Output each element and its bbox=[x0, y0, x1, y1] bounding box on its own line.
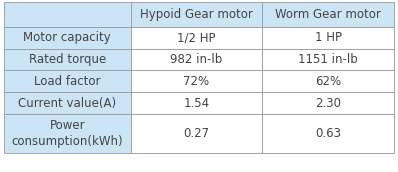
Bar bbox=[262, 71, 394, 92]
Bar bbox=[131, 2, 262, 27]
Bar bbox=[262, 27, 394, 49]
Bar bbox=[4, 27, 131, 49]
Text: 72%: 72% bbox=[183, 75, 209, 88]
Bar bbox=[131, 49, 262, 71]
Text: 1 HP: 1 HP bbox=[314, 31, 341, 44]
Bar bbox=[4, 2, 131, 27]
Text: 1151 in-lb: 1151 in-lb bbox=[298, 53, 358, 66]
Bar bbox=[262, 92, 394, 114]
Text: 1/2 HP: 1/2 HP bbox=[177, 31, 216, 44]
Text: Rated torque: Rated torque bbox=[29, 53, 106, 66]
Bar bbox=[4, 49, 131, 71]
Bar bbox=[262, 49, 394, 71]
Bar bbox=[4, 92, 131, 114]
Bar bbox=[262, 2, 394, 27]
Text: Worm Gear motor: Worm Gear motor bbox=[275, 8, 381, 21]
Bar bbox=[262, 114, 394, 153]
Text: Hypoid Gear motor: Hypoid Gear motor bbox=[140, 8, 253, 21]
Text: 2.30: 2.30 bbox=[315, 97, 341, 110]
Bar bbox=[4, 71, 131, 92]
Text: Load factor: Load factor bbox=[34, 75, 101, 88]
Bar bbox=[131, 92, 262, 114]
Text: Motor capacity: Motor capacity bbox=[23, 31, 111, 44]
Text: 982 in-lb: 982 in-lb bbox=[170, 53, 222, 66]
Bar bbox=[131, 71, 262, 92]
Bar bbox=[131, 114, 262, 153]
Text: Current value(A): Current value(A) bbox=[18, 97, 117, 110]
Text: 0.63: 0.63 bbox=[315, 127, 341, 140]
Text: 1.54: 1.54 bbox=[183, 97, 209, 110]
Text: 0.27: 0.27 bbox=[183, 127, 209, 140]
Bar bbox=[4, 114, 131, 153]
Text: Power
consumption(kWh): Power consumption(kWh) bbox=[12, 119, 123, 148]
Bar bbox=[131, 27, 262, 49]
Text: 62%: 62% bbox=[315, 75, 341, 88]
